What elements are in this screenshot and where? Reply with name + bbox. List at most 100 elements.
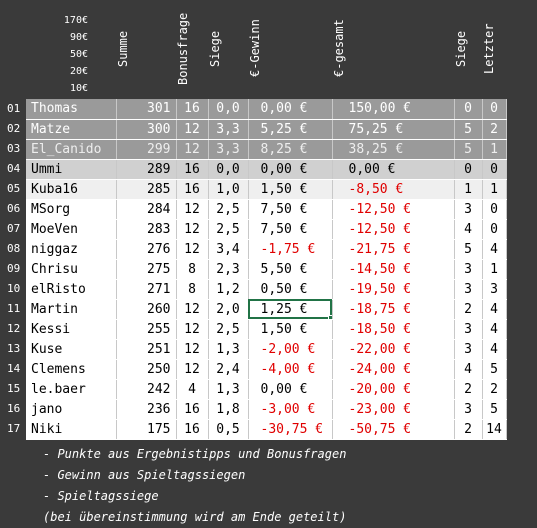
siege-count-cell[interactable]: 3 [454,279,483,300]
siege-cell[interactable]: 0,0 [208,99,249,120]
row-number[interactable]: 12 [7,322,21,335]
bonus-cell[interactable]: 12 [176,319,209,340]
bonus-cell[interactable]: 16 [176,159,209,180]
player-name-cell[interactable]: jano [26,399,117,420]
summe-cell[interactable]: 236 [116,399,177,420]
player-name-cell[interactable]: Niki [26,419,117,440]
summe-cell[interactable]: 276 [116,239,177,260]
letzter-cell[interactable]: 5 [482,399,507,420]
row-number[interactable]: 07 [7,222,21,235]
letzter-cell[interactable]: 0 [482,199,507,220]
summe-cell[interactable]: 255 [116,319,177,340]
player-name-cell[interactable]: le.baer [26,379,117,400]
gewinn-cell[interactable]: 7,50 € [248,199,333,220]
summe-cell[interactable]: 242 [116,379,177,400]
bonus-cell[interactable]: 8 [176,259,209,280]
summe-cell[interactable]: 299 [116,139,177,160]
bonus-cell[interactable]: 12 [176,119,209,140]
row-number[interactable]: 01 [7,102,21,115]
row-number[interactable]: 11 [7,302,21,315]
row-number[interactable]: 05 [7,182,21,195]
siege-count-cell[interactable]: 5 [454,119,483,140]
letzter-cell[interactable]: 5 [482,359,507,380]
bonus-cell[interactable]: 12 [176,199,209,220]
siege-count-cell[interactable]: 2 [454,299,483,320]
gesamt-cell[interactable]: -21,75 € [332,239,455,260]
gewinn-cell[interactable]: 5,50 € [248,259,333,280]
gewinn-cell[interactable]: 0,00 € [248,99,333,120]
siege-cell[interactable]: 2,0 [208,299,249,320]
player-name-cell[interactable]: Matze [26,119,117,140]
letzter-cell[interactable]: 0 [482,99,507,120]
gewinn-cell[interactable]: -30,75 € [248,419,333,440]
row-number[interactable]: 04 [7,162,21,175]
row-number[interactable]: 02 [7,122,21,135]
siege-count-cell[interactable]: 3 [454,399,483,420]
fill-handle[interactable] [327,314,331,318]
row-number[interactable]: 16 [7,402,21,415]
siege-cell[interactable]: 2,5 [208,199,249,220]
gesamt-cell[interactable]: -8,50 € [332,179,455,200]
gewinn-cell[interactable]: 1,50 € [248,179,333,200]
siege-count-cell[interactable]: 3 [454,199,483,220]
gewinn-cell[interactable]: 0,00 € [248,159,333,180]
siege-cell[interactable]: 0,5 [208,419,249,440]
row-number[interactable]: 17 [7,422,21,435]
summe-cell[interactable]: 175 [116,419,177,440]
gewinn-cell[interactable]: 7,50 € [248,219,333,240]
row-number[interactable]: 03 [7,142,21,155]
gewinn-cell[interactable]: 1,50 € [248,319,333,340]
letzter-cell[interactable]: 4 [482,239,507,260]
bonus-cell[interactable]: 16 [176,419,209,440]
bonus-cell[interactable]: 12 [176,299,209,320]
siege-cell[interactable]: 0,0 [208,159,249,180]
gesamt-cell[interactable]: -18,50 € [332,319,455,340]
row-number[interactable]: 06 [7,202,21,215]
summe-cell[interactable]: 251 [116,339,177,360]
summe-cell[interactable]: 283 [116,219,177,240]
siege-cell[interactable]: 1,0 [208,179,249,200]
letzter-cell[interactable]: 4 [482,339,507,360]
bonus-cell[interactable]: 8 [176,279,209,300]
summe-cell[interactable]: 250 [116,359,177,380]
player-name-cell[interactable]: Clemens [26,359,117,380]
siege-cell[interactable]: 2,3 [208,259,249,280]
gewinn-cell[interactable]: -4,00 € [248,359,333,380]
letzter-cell[interactable]: 1 [482,179,507,200]
bonus-cell[interactable]: 12 [176,219,209,240]
gewinn-cell[interactable]: 0,50 € [248,279,333,300]
player-name-cell[interactable]: Kuba16 [26,179,117,200]
gesamt-cell[interactable]: 38,25 € [332,139,455,160]
letzter-cell[interactable]: 2 [482,379,507,400]
row-number[interactable]: 09 [7,262,21,275]
siege-count-cell[interactable]: 0 [454,99,483,120]
row-number[interactable]: 10 [7,282,21,295]
player-name-cell[interactable]: MSorg [26,199,117,220]
siege-count-cell[interactable]: 2 [454,379,483,400]
siege-cell[interactable]: 1,3 [208,339,249,360]
siege-cell[interactable]: 1,2 [208,279,249,300]
gesamt-cell[interactable]: -20,00 € [332,379,455,400]
summe-cell[interactable]: 301 [116,99,177,120]
siege-count-cell[interactable]: 0 [454,159,483,180]
summe-cell[interactable]: 300 [116,119,177,140]
letzter-cell[interactable]: 2 [482,119,507,140]
gesamt-cell[interactable]: -19,50 € [332,279,455,300]
gesamt-cell[interactable]: 150,00 € [332,99,455,120]
gesamt-cell[interactable]: -22,00 € [332,339,455,360]
letzter-cell[interactable]: 14 [482,419,507,440]
letzter-cell[interactable]: 0 [482,159,507,180]
row-number[interactable]: 08 [7,242,21,255]
gesamt-cell[interactable]: -24,00 € [332,359,455,380]
siege-count-cell[interactable]: 5 [454,139,483,160]
gesamt-cell[interactable]: 75,25 € [332,119,455,140]
bonus-cell[interactable]: 16 [176,99,209,120]
letzter-cell[interactable]: 0 [482,219,507,240]
siege-count-cell[interactable]: 3 [454,339,483,360]
summe-cell[interactable]: 260 [116,299,177,320]
gewinn-cell[interactable]: -2,00 € [248,339,333,360]
siege-cell[interactable]: 3,3 [208,119,249,140]
summe-cell[interactable]: 275 [116,259,177,280]
gesamt-cell[interactable]: -23,00 € [332,399,455,420]
bonus-cell[interactable]: 12 [176,339,209,360]
